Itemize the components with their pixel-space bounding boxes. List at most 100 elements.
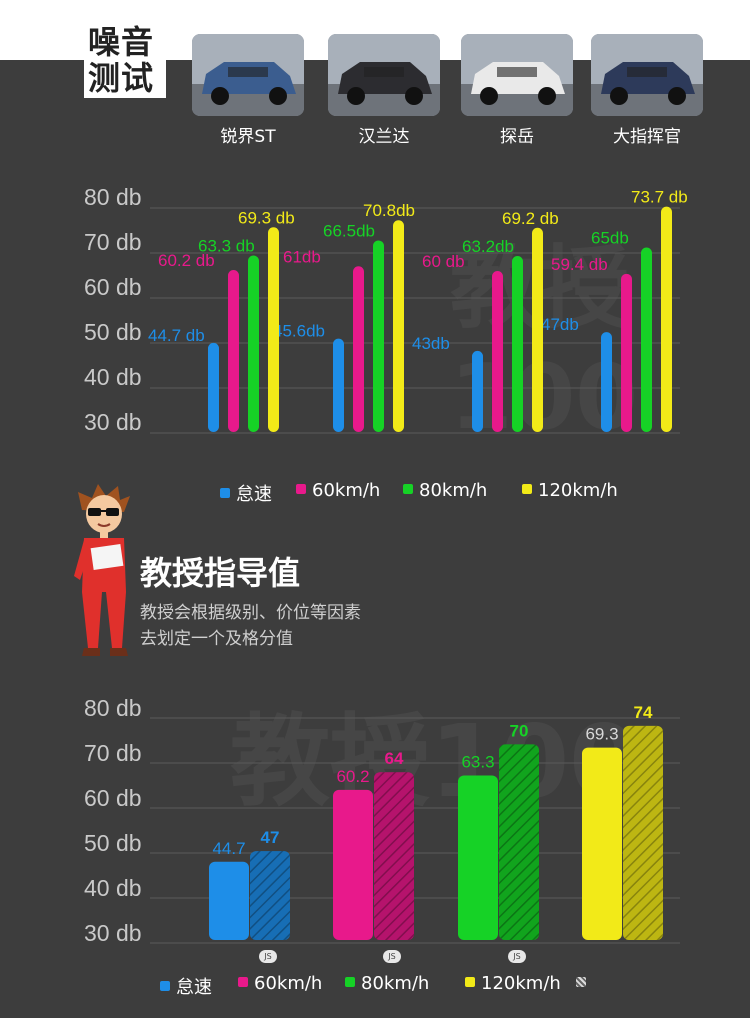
y-tick-label: 30 db — [84, 920, 142, 946]
bar-value-label: 63.3 db — [198, 236, 255, 255]
legend-item-idle: 怠速 — [220, 480, 272, 506]
legend-label: 60km/h — [254, 973, 323, 994]
bar — [601, 332, 612, 432]
legend-swatch — [220, 488, 230, 498]
bar-value-label: 70 — [510, 721, 529, 740]
y-tick-label: 50 db — [84, 830, 142, 856]
legend-item-60: 60km/h — [296, 480, 380, 501]
bar-value-label: 44.7 db — [148, 326, 205, 345]
car-icon — [591, 34, 703, 116]
bar-value-label: 63.3 — [461, 752, 494, 771]
y-tick-label: 70 db — [84, 740, 142, 766]
bar — [333, 789, 373, 940]
bar — [373, 240, 384, 432]
professor-mascot-icon — [74, 484, 130, 656]
bar-value-label: 61db — [283, 247, 321, 266]
bar — [333, 338, 344, 432]
car-photo-hanlanda — [328, 34, 440, 116]
legend-label: 120km/h — [481, 973, 561, 994]
guide-value-chart: 44.7 47 60.2 64 63.3 70 69.3 74 — [150, 703, 680, 944]
bar-value-label: 74 — [634, 703, 653, 722]
bar — [641, 247, 652, 432]
bar — [208, 342, 219, 432]
bar-value-label: 69.3 db — [238, 208, 295, 227]
guide-description: 教授会根据级别、价位等因素 去划定一个及格分值 — [140, 600, 361, 652]
car-photo-commander — [591, 34, 703, 116]
bar-value-label: 45.6db — [273, 322, 325, 341]
bar-value-label: 60.2 — [336, 767, 369, 786]
bar-value-label: 47db — [541, 315, 579, 334]
js-badge: JS — [259, 950, 277, 963]
legend-swatch — [403, 484, 413, 494]
bar-value-label: 66.5db — [323, 221, 375, 240]
bar-value-label: 60 db — [422, 252, 465, 271]
bar-shade — [250, 851, 290, 940]
hatch-swatch-icon — [576, 977, 586, 987]
bar — [268, 227, 279, 432]
bar-value-label: 73.7 db — [631, 188, 688, 207]
bar — [353, 266, 364, 432]
legend-label: 80km/h — [419, 480, 488, 501]
y-tick-label: 30 db — [84, 409, 142, 435]
legend-item-80: 80km/h — [403, 480, 487, 501]
legend-bottom: 怠速 60km/h 80km/h 120km/h — [0, 973, 750, 999]
bar — [458, 775, 498, 940]
bar-value-label: 69.3 — [585, 725, 618, 744]
bar-value-label: 59.4 db — [551, 255, 608, 274]
watermark-bottom: 教授100 — [230, 703, 639, 820]
bar-value-label: 65db — [591, 229, 629, 248]
car-icon — [192, 34, 304, 116]
y-tick-label: 50 db — [84, 319, 142, 345]
y-tick-label: 70 db — [84, 229, 142, 255]
legend-swatch — [238, 977, 248, 987]
bar-shade — [623, 725, 663, 940]
bar — [248, 255, 259, 432]
bar-hatch — [499, 744, 539, 940]
bar — [393, 220, 404, 432]
y-tick-label: 80 db — [84, 695, 142, 721]
bar — [472, 350, 483, 432]
y-tick-label: 60 db — [84, 785, 142, 811]
car-photo-tanyue — [461, 34, 573, 116]
bar — [228, 270, 239, 432]
bar — [621, 273, 632, 432]
bar-value-label: 47 — [261, 828, 280, 847]
legend-item-80: 80km/h — [345, 973, 429, 994]
page-title: 噪音 测试 — [84, 24, 166, 98]
legend-item-hatched — [576, 973, 592, 994]
bar — [661, 206, 672, 432]
legend-item-120: 120km/h — [465, 973, 561, 994]
bar-shade — [499, 744, 539, 940]
title-line-2: 测试 — [88, 59, 155, 97]
car-photo-ruijie — [192, 34, 304, 116]
bar — [492, 271, 503, 432]
bar-value-label: 60.2 db — [158, 251, 215, 270]
bar-shade — [374, 772, 414, 940]
js-badge: JS — [383, 950, 401, 963]
bar-value-label: 63.2db — [462, 237, 514, 256]
car-name-tanyue: 探岳 — [500, 127, 534, 147]
car-name-hanlanda: 汉兰达 — [358, 127, 410, 147]
bar — [209, 861, 249, 940]
bar-value-label: 64 — [385, 749, 404, 768]
y-tick-label: 40 db — [84, 364, 142, 390]
guide-desc-line-1: 教授会根据级别、价位等因素 — [140, 603, 361, 623]
legend-item-60: 60km/h — [238, 973, 322, 994]
legend-label: 120km/h — [538, 480, 618, 501]
legend-swatch — [296, 484, 306, 494]
noise-test-chart: 44.7 db 45.6db 43db 47db 60.2 db 61db 60 db 59.… — [148, 188, 688, 434]
legend-label: 60km/h — [312, 480, 381, 501]
y-tick-label: 40 db — [84, 875, 142, 901]
car-icon — [328, 34, 440, 116]
bar — [512, 255, 523, 432]
legend-item-idle: 怠速 — [160, 973, 212, 999]
js-badge: JS — [508, 950, 526, 963]
bar-value-label: 69.2 db — [502, 209, 559, 228]
y-tick-label: 80 db — [84, 184, 142, 210]
bar — [532, 227, 543, 432]
bar-value-label: 70.8db — [363, 201, 415, 220]
legend-top: 怠速 60km/h 80km/h 120km/h — [0, 480, 750, 506]
bar-value-label: 44.7 — [212, 839, 245, 858]
legend-label: 80km/h — [361, 973, 430, 994]
legend-label: 怠速 — [176, 977, 212, 998]
